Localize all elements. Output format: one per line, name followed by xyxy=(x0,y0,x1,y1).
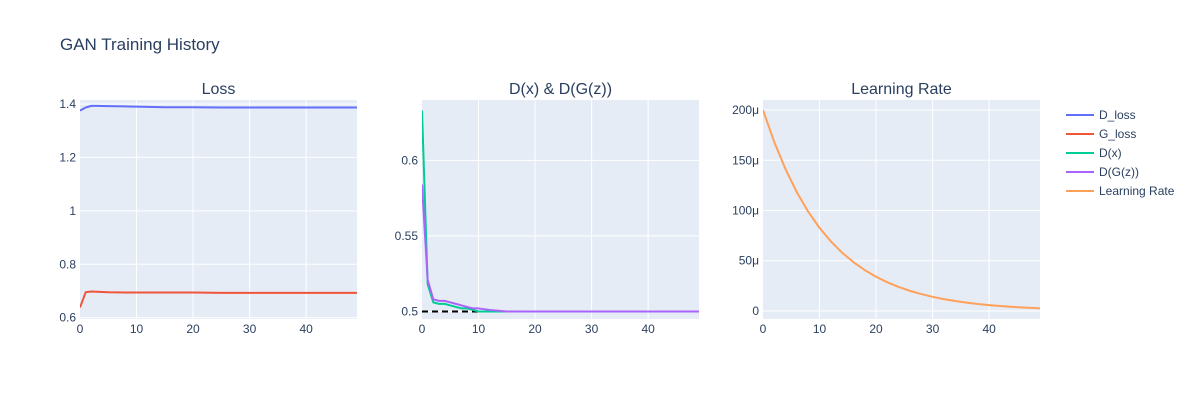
x-tick-label: 40 xyxy=(982,322,996,336)
y-tick-label: 0.8 xyxy=(59,257,76,271)
legend-item[interactable]: D(x) xyxy=(1066,146,1122,160)
subplot-title: Loss xyxy=(202,81,236,98)
y-tick-label: 150μ xyxy=(732,153,759,167)
x-tick-label: 30 xyxy=(585,322,599,336)
y-tick-label: 0.55 xyxy=(395,229,419,243)
plot-area xyxy=(763,100,1040,319)
x-tick-label: 0 xyxy=(419,322,426,336)
legend-label: D_loss xyxy=(1099,108,1136,122)
y-tick-label: 0.6 xyxy=(59,311,76,325)
series-line-g-loss xyxy=(80,290,357,308)
y-tick-label: 1.2 xyxy=(59,150,76,164)
plot-area xyxy=(422,100,699,319)
figure-title: GAN Training History xyxy=(60,35,220,54)
legend-label: D(G(z)) xyxy=(1099,165,1139,179)
y-tick-label: 0 xyxy=(752,304,759,318)
subplot-loss: 0 10 20 30 40 0.6 0.8 1 1.2 1.4 Loss xyxy=(59,81,357,336)
y-tick-label: 0.6 xyxy=(401,153,418,167)
x-tick-label: 30 xyxy=(243,322,257,336)
y-tick-label: 1 xyxy=(69,204,76,218)
legend-label: D(x) xyxy=(1099,146,1122,160)
series-line-d-g-z xyxy=(422,184,699,313)
x-tick-label: 0 xyxy=(77,322,84,336)
series-line-learning-rate xyxy=(763,109,1040,310)
x-tick-label: 10 xyxy=(472,322,486,336)
y-tick-label: 0.5 xyxy=(401,304,418,318)
subplot-learning-rate: 0 10 20 30 40 0 50μ 100μ 150μ 200μ Learning Rate xyxy=(732,81,1040,336)
x-tick-label: 20 xyxy=(186,322,200,336)
legend-item[interactable]: Learning Rate xyxy=(1066,184,1175,198)
legend-label: G_loss xyxy=(1099,127,1136,141)
x-tick-label: 20 xyxy=(869,322,883,336)
legend-item[interactable]: D(G(z)) xyxy=(1066,165,1139,179)
x-tick-label: 10 xyxy=(130,322,144,336)
y-tick-label: 200μ xyxy=(732,103,759,117)
x-tick-label: 40 xyxy=(299,322,313,336)
x-tick-label: 0 xyxy=(760,322,767,336)
legend-item[interactable]: D_loss xyxy=(1066,108,1136,122)
series-line-d-loss xyxy=(80,104,357,112)
y-tick-label: 100μ xyxy=(732,204,759,218)
legend-label: Learning Rate xyxy=(1099,184,1175,198)
x-tick-label: 30 xyxy=(926,322,940,336)
y-tick-label: 1.4 xyxy=(59,97,76,111)
subplots: 0 10 20 30 40 0.6 0.8 1 1.2 1.4 Loss 0 10 20 30 40 0.5 0.… xyxy=(59,81,1040,336)
plot-area xyxy=(80,100,357,319)
legend[interactable]: D_loss G_loss D(x) D(G(z)) Learning Rate xyxy=(1066,108,1175,198)
y-tick-label: 50μ xyxy=(739,254,759,268)
x-tick-label: 20 xyxy=(528,322,542,336)
subplot-dx-dgz: 0 10 20 30 40 0.5 0.55 0.6 D(x) & D(G(z)) xyxy=(395,81,699,336)
subplot-title: D(x) & D(G(z)) xyxy=(509,81,612,98)
legend-item[interactable]: G_loss xyxy=(1066,127,1136,141)
subplot-title: Learning Rate xyxy=(851,81,952,98)
x-tick-label: 40 xyxy=(641,322,655,336)
x-tick-label: 10 xyxy=(813,322,827,336)
